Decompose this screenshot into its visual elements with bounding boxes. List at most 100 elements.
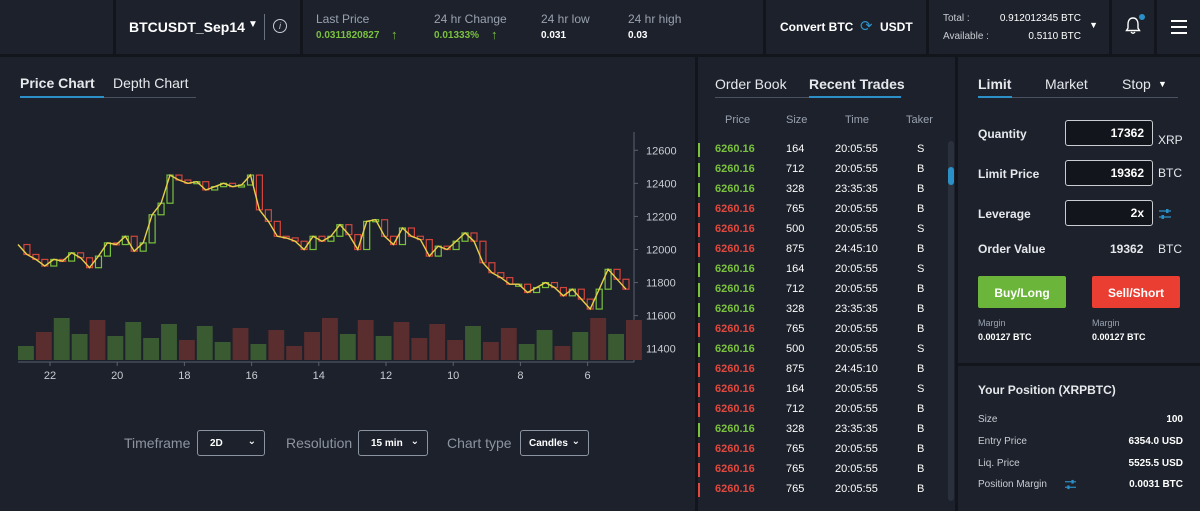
- resolution-label: Resolution: [286, 435, 353, 451]
- trade-time: 20:05:55: [835, 283, 878, 295]
- trade-size: 712: [786, 403, 805, 415]
- bell-icon[interactable]: [1125, 17, 1141, 35]
- table-row[interactable]: 6260.16 164 20:05:55 S: [698, 260, 956, 280]
- leverage-label: Leverage: [978, 207, 1031, 221]
- table-row[interactable]: 6260.16 712 20:05:55 B: [698, 400, 956, 420]
- table-row[interactable]: 6260.16 164 20:05:55 S: [698, 140, 956, 160]
- table-row[interactable]: 6260.16 712 20:05:55 B: [698, 280, 956, 300]
- menu-icon[interactable]: [1171, 20, 1187, 34]
- scrollbar[interactable]: [948, 141, 954, 501]
- tab-order-book[interactable]: Order Book: [715, 76, 787, 92]
- resolution-select[interactable]: 15 min ⌄: [358, 430, 428, 456]
- chevron-down-icon[interactable]: ▼: [248, 19, 258, 30]
- trade-taker: S: [917, 343, 925, 355]
- timeframe-select[interactable]: 2D ⌄: [197, 430, 265, 456]
- table-row[interactable]: 6260.16 500 20:05:55 S: [698, 340, 956, 360]
- trade-time: 20:05:55: [835, 443, 878, 455]
- volume-bar: [250, 344, 267, 360]
- chevron-down-icon[interactable]: ▼: [1158, 79, 1167, 89]
- table-row[interactable]: 6260.16 765 20:05:55 B: [698, 480, 956, 500]
- arrow-up-icon: ↑: [491, 27, 498, 42]
- sell-short-button[interactable]: Sell/Short: [1092, 276, 1180, 308]
- trade-size: 712: [786, 163, 805, 175]
- volume-bar: [554, 346, 571, 360]
- table-row[interactable]: 6260.16 765 20:05:55 B: [698, 460, 956, 480]
- table-row[interactable]: 6260.16 328 23:35:35 B: [698, 300, 956, 320]
- position-margin-label: Position Margin: [978, 479, 1047, 490]
- side-indicator: [698, 163, 700, 177]
- notification-badge: [1139, 14, 1145, 20]
- x-tick-label: 10: [447, 370, 459, 382]
- side-indicator: [698, 183, 700, 197]
- table-row[interactable]: 6260.16 328 23:35:35 B: [698, 420, 956, 440]
- quantity-input[interactable]: 17362: [1065, 120, 1153, 146]
- symbol-name[interactable]: BTCUSDT_Sep14: [129, 19, 245, 35]
- balance-selector[interactable]: Total : 0.912012345 BTC Available : 0.51…: [929, 0, 1109, 54]
- table-row[interactable]: 6260.16 765 20:05:55 B: [698, 440, 956, 460]
- volume-bar: [53, 318, 70, 360]
- trade-taker: B: [917, 243, 925, 255]
- table-row[interactable]: 6260.16 712 20:05:55 B: [698, 160, 956, 180]
- sliders-icon[interactable]: [1159, 208, 1171, 220]
- candle: [148, 214, 156, 244]
- convert-button[interactable]: Convert BTC ⟳ USDT: [766, 0, 926, 54]
- notifications-button[interactable]: [1112, 0, 1154, 54]
- tab-depth-chart[interactable]: Depth Chart: [113, 75, 189, 91]
- table-row[interactable]: 6260.16 500 20:05:55 S: [698, 220, 956, 240]
- charttype-select[interactable]: Candles ⌄: [520, 430, 589, 456]
- refresh-icon[interactable]: ⟳: [860, 18, 873, 35]
- active-tab-indicator: [809, 96, 901, 98]
- trade-price: 6260.16: [715, 303, 755, 315]
- leverage-input[interactable]: 2x: [1065, 200, 1153, 226]
- trade-taker: B: [917, 483, 925, 495]
- convert-to: USDT: [880, 20, 913, 34]
- trade-size: 875: [786, 363, 805, 375]
- y-tick-label: 12200: [646, 211, 677, 223]
- volume-bar: [196, 326, 213, 360]
- table-row[interactable]: 6260.16 765 20:05:55 B: [698, 200, 956, 220]
- position-panel: [958, 366, 1200, 511]
- trade-time: 20:05:55: [835, 203, 878, 215]
- trade-size: 712: [786, 283, 805, 295]
- trade-size: 500: [786, 223, 805, 235]
- table-row[interactable]: 6260.16 875 24:45:10 B: [698, 240, 956, 260]
- liq-price-label: Liq. Price: [978, 458, 1020, 469]
- x-tick-label: 22: [44, 370, 56, 382]
- tab-limit[interactable]: Limit: [978, 76, 1012, 92]
- sliders-icon[interactable]: [1065, 479, 1076, 490]
- volume-bar: [339, 334, 356, 360]
- trade-time: 20:05:55: [835, 463, 878, 475]
- tab-price-chart[interactable]: Price Chart: [20, 75, 95, 91]
- trade-time: 23:35:35: [835, 183, 878, 195]
- orderbook-panel: [698, 57, 955, 511]
- buy-long-button[interactable]: Buy/Long: [978, 276, 1066, 308]
- menu-button[interactable]: [1157, 0, 1200, 54]
- trade-taker: B: [917, 183, 925, 195]
- table-row[interactable]: 6260.16 164 20:05:55 S: [698, 380, 956, 400]
- volume-bar: [357, 320, 374, 360]
- trade-taker: S: [917, 223, 925, 235]
- chevron-down-icon[interactable]: ▼: [1089, 20, 1098, 30]
- chevron-down-icon: ⌄: [571, 436, 580, 447]
- side-indicator: [698, 363, 700, 377]
- trade-time: 24:45:10: [835, 363, 878, 375]
- tab-recent-trades[interactable]: Recent Trades: [809, 76, 905, 92]
- trade-price: 6260.16: [715, 403, 755, 415]
- entry-price-value: 6354.0 USD: [1128, 436, 1183, 447]
- charttype-value: Candles: [529, 438, 568, 449]
- table-row[interactable]: 6260.16 875 24:45:10 B: [698, 360, 956, 380]
- trade-taker: B: [917, 303, 925, 315]
- table-row[interactable]: 6260.16 328 23:35:35 B: [698, 180, 956, 200]
- tab-stop[interactable]: Stop: [1122, 76, 1151, 92]
- volume-bar: [18, 346, 34, 360]
- position-title: Your Position (XRPBTC): [978, 383, 1116, 397]
- side-indicator: [698, 263, 700, 277]
- price-chart[interactable]: 12600 12400 12200 12000 11800 11600 11400 22 20 1…: [0, 57, 695, 511]
- info-icon[interactable]: i: [273, 19, 287, 33]
- table-row[interactable]: 6260.16 765 20:05:55 B: [698, 320, 956, 340]
- volume-bar: [89, 320, 106, 360]
- symbol-selector[interactable]: BTCUSDT_Sep14 ▼ i: [116, 0, 300, 54]
- limit-price-input[interactable]: 19362: [1065, 160, 1153, 186]
- tab-market[interactable]: Market: [1045, 76, 1088, 92]
- scrollbar-thumb[interactable]: [948, 167, 954, 185]
